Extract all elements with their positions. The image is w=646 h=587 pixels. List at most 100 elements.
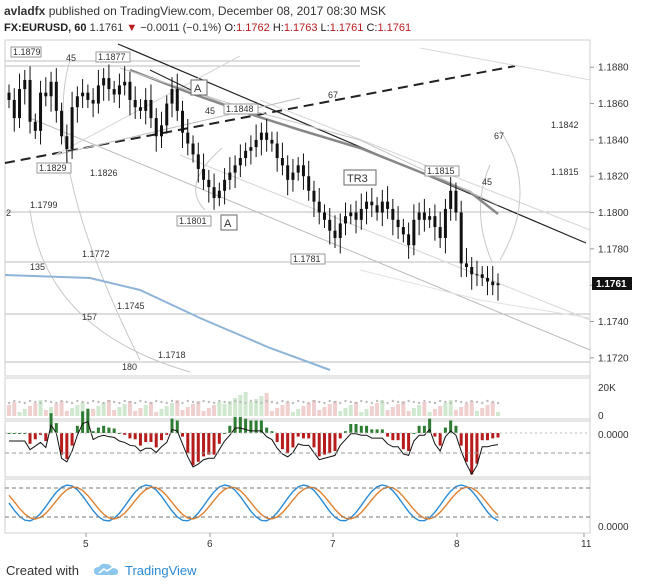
fan-line xyxy=(54,97,301,156)
volume-bar xyxy=(269,411,274,416)
candle-body xyxy=(459,212,463,264)
tradingview-brand[interactable]: TradingView xyxy=(124,562,197,578)
volume-ma-dot xyxy=(459,400,463,404)
volume-bar xyxy=(275,408,280,416)
volume-bar xyxy=(164,406,169,416)
candle-body xyxy=(44,92,48,97)
macd-pane[interactable] xyxy=(4,420,591,478)
candle-body xyxy=(422,212,426,220)
macd-bar xyxy=(370,429,374,433)
volume-ma-dot xyxy=(55,401,58,405)
volume-ma-dot xyxy=(381,400,384,404)
volume-bar xyxy=(170,403,174,416)
candle-body xyxy=(433,216,437,228)
volume-bar xyxy=(248,402,253,416)
close-value: 1.1761 xyxy=(377,22,412,34)
price-label: 1.1815 xyxy=(551,167,579,177)
volume-ma-dot xyxy=(454,399,458,403)
macd-bar xyxy=(23,433,27,434)
macd-bar xyxy=(328,433,332,453)
volume-ma-dot xyxy=(481,401,484,405)
volume-bar xyxy=(385,410,390,416)
pattern-box xyxy=(220,214,238,231)
volume-bars xyxy=(7,392,500,416)
macd-bar xyxy=(102,425,106,433)
candle-body xyxy=(149,99,153,119)
candle-body xyxy=(196,154,200,169)
price-axis[interactable]: 1.1880 1.1860 1.1840 1.1820 1.1800 1.1780 1.17… xyxy=(590,63,629,365)
volume-bar xyxy=(201,411,206,416)
volume-bar xyxy=(127,401,132,416)
macd-bar xyxy=(475,433,479,464)
price-tick: 1.1800 xyxy=(598,208,629,219)
candle-body xyxy=(65,136,69,149)
volume-bar xyxy=(333,401,337,416)
volume-ma-dot xyxy=(344,399,347,403)
time-tick: 6 xyxy=(207,539,213,550)
candle-body xyxy=(286,165,290,180)
symbol-label[interactable]: FX:EURUSD, 60 xyxy=(4,22,87,34)
volume-bar xyxy=(175,400,180,416)
candle-body xyxy=(328,219,332,231)
macd-bar xyxy=(286,433,290,453)
volume-bar xyxy=(485,405,490,416)
downtrend-line xyxy=(117,43,587,244)
macd-bar xyxy=(128,433,132,439)
volume-bar xyxy=(154,412,159,416)
volume-ma-dot xyxy=(118,401,121,405)
volume-ma-dot xyxy=(328,399,331,403)
price-tick: 1.1720 xyxy=(598,353,629,364)
volume-ma-dot xyxy=(39,401,42,405)
candle-body xyxy=(449,190,453,209)
volume-bar xyxy=(191,404,196,416)
price-label-box xyxy=(176,215,212,227)
macd-bar xyxy=(307,433,311,439)
volume-bar xyxy=(106,400,111,416)
volume-ma-dot xyxy=(123,399,126,403)
volume-bar xyxy=(432,409,437,416)
macd-bar xyxy=(459,433,463,446)
macd-bar xyxy=(165,433,169,435)
volume-bar xyxy=(49,407,54,416)
volume-ma-dot xyxy=(60,399,63,403)
volume-ma-dot xyxy=(233,399,237,403)
macd-bar xyxy=(454,425,458,433)
candle-body xyxy=(123,81,127,86)
macd-bar xyxy=(417,425,421,433)
volume-ma-dot xyxy=(444,400,447,404)
volume-bar xyxy=(464,404,469,416)
volume-bar xyxy=(96,406,101,416)
fibonacci-arc xyxy=(62,59,141,361)
time-axis[interactable]: 5 6 7 8 11 xyxy=(83,533,592,550)
symbol-header: FX:EURUSD, 60 1.1761 ▼ −0.0011 (−0.1%) O… xyxy=(4,22,411,34)
macd-bar xyxy=(407,433,411,451)
angle-label: 180 xyxy=(122,362,137,372)
candle-body xyxy=(464,263,468,268)
price-label-box xyxy=(424,165,460,177)
candle-body xyxy=(12,99,16,119)
created-with-text: Created with xyxy=(6,562,79,578)
candle-body xyxy=(491,281,495,286)
volume-bar xyxy=(185,407,190,416)
candle-body xyxy=(438,227,442,238)
candle-body xyxy=(254,139,258,148)
macd-bar xyxy=(28,433,32,444)
drawings-layer xyxy=(4,43,591,373)
candle-body xyxy=(259,132,263,140)
macd-bar xyxy=(65,433,69,460)
author-name[interactable]: avladfx xyxy=(4,4,46,18)
volume-ma-dot xyxy=(470,399,473,403)
angle-label: 157 xyxy=(82,312,97,322)
price-label-box xyxy=(223,103,259,115)
fibonacci-arc xyxy=(499,129,521,261)
macd-bar xyxy=(244,418,248,433)
volume-ma-dot xyxy=(402,401,405,405)
volume-bar xyxy=(148,402,153,416)
stoch-d-line xyxy=(8,486,499,520)
macd-bar xyxy=(333,433,337,451)
macd-bar xyxy=(207,433,211,455)
volume-ma-dot xyxy=(318,400,321,404)
volume-bar xyxy=(227,401,232,416)
macd-bar xyxy=(60,433,64,455)
